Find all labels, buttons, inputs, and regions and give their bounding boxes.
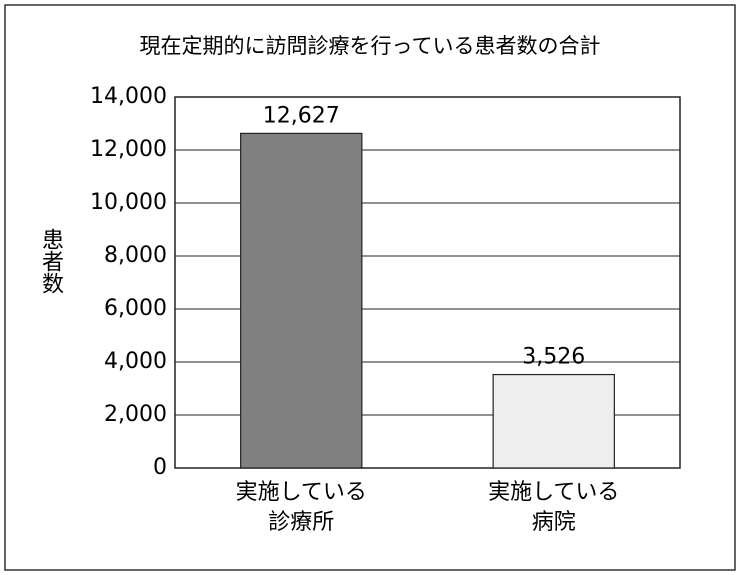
y-tick-label: 8,000 [104,243,167,268]
y-axis-label: 患者数 [38,228,63,294]
y-tick-label: 2,000 [104,402,167,427]
value-label: 12,627 [263,103,340,128]
x-tick-label: 病院 [532,510,576,535]
y-tick-label: 6,000 [104,296,167,321]
x-tick-label: 実施している [236,480,367,505]
chart-title: 現在定期的に訪問診療を行っている患者数の合計 [140,34,601,58]
x-tick-label: 診療所 [268,510,334,535]
bar [492,373,615,469]
plot-border [174,96,681,469]
y-tick-label: 0 [153,455,167,480]
y-tick-label: 14,000 [90,84,167,109]
y-tick-label: 12,000 [90,137,167,162]
y-tick-label: 4,000 [104,349,167,374]
bar [240,132,363,469]
x-tick-label: 実施している [488,480,619,505]
y-tick-label: 10,000 [90,190,167,215]
value-label: 3,526 [522,345,585,370]
frame [4,4,736,571]
